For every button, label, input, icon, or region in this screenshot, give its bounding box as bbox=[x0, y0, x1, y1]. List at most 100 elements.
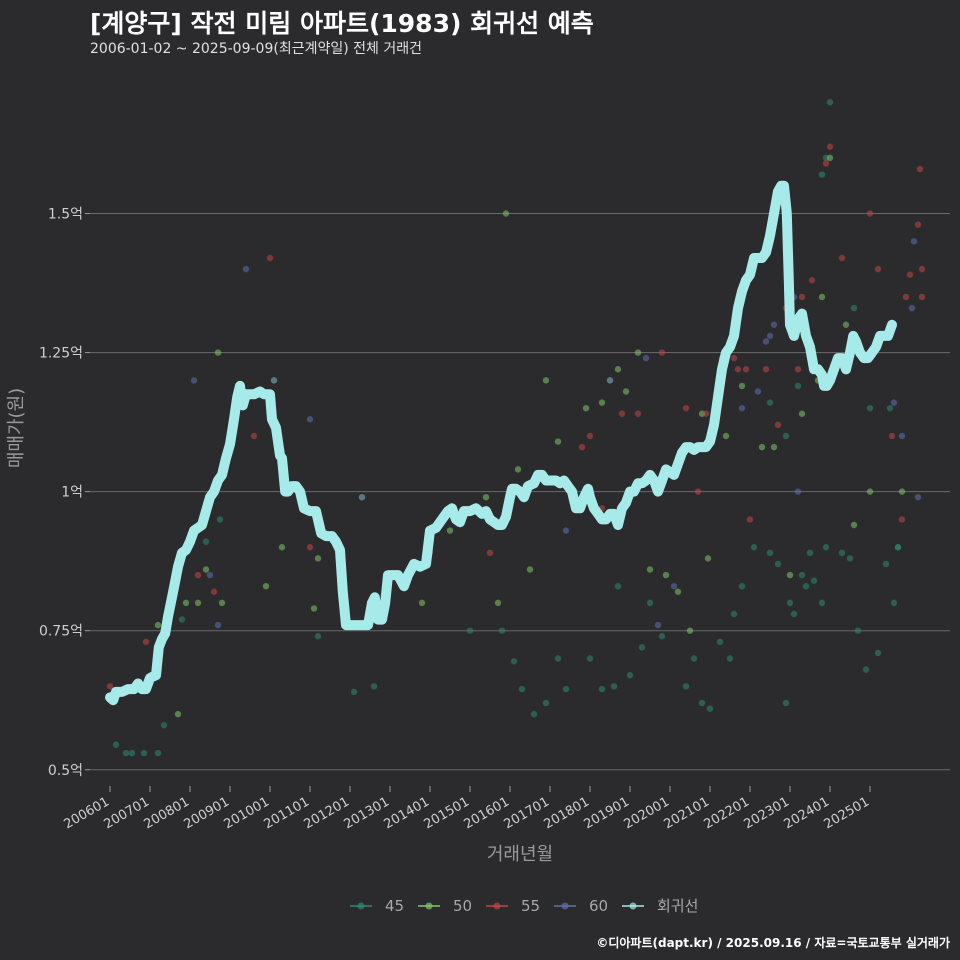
chart-title: [계양구] 작전 미림 아파트(1983) 회귀선 예측 bbox=[90, 9, 594, 38]
data-point-55 bbox=[746, 516, 754, 523]
y-tick-label: 0.5억 bbox=[48, 763, 83, 779]
data-point-60 bbox=[670, 582, 678, 590]
data-point-60 bbox=[890, 399, 898, 406]
data-point-45 bbox=[314, 633, 322, 640]
data-point-60 bbox=[762, 338, 770, 345]
data-point-50 bbox=[554, 438, 562, 445]
data-point-55 bbox=[794, 366, 802, 373]
data-point-50 bbox=[310, 605, 318, 612]
data-point-45 bbox=[498, 627, 506, 634]
data-point-55 bbox=[250, 432, 258, 440]
data-point-45 bbox=[542, 699, 550, 707]
data-point-55 bbox=[210, 588, 218, 595]
data-point-60 bbox=[914, 493, 922, 501]
data-point-50 bbox=[526, 566, 534, 573]
data-point-45 bbox=[774, 560, 782, 568]
data-point-60 bbox=[754, 388, 762, 395]
legend: 45 50 55 60 회귀선 bbox=[350, 897, 698, 915]
data-point-45 bbox=[730, 610, 738, 618]
data-point-50 bbox=[218, 599, 226, 607]
data-point-50 bbox=[614, 366, 622, 373]
regression-line bbox=[105, 180, 897, 706]
data-point-55 bbox=[902, 293, 910, 301]
data-point-55 bbox=[658, 349, 666, 356]
data-point-45 bbox=[782, 432, 790, 440]
data-point-45 bbox=[882, 560, 890, 568]
data-point-45 bbox=[866, 404, 874, 412]
x-tick-label: 201401 bbox=[382, 794, 432, 832]
data-point-45 bbox=[826, 99, 834, 106]
data-point-45 bbox=[794, 382, 802, 390]
data-point-55 bbox=[898, 516, 906, 523]
data-point-45 bbox=[128, 749, 136, 757]
data-point-50 bbox=[686, 627, 694, 634]
x-tick-label: 200901 bbox=[182, 794, 232, 832]
data-point-55 bbox=[762, 366, 770, 373]
legend-key-dot bbox=[425, 902, 433, 910]
x-tick-label: 201101 bbox=[262, 794, 312, 832]
data-point-45 bbox=[530, 710, 538, 718]
data-point-45 bbox=[810, 577, 818, 584]
data-point-60 bbox=[270, 377, 278, 384]
data-point-45 bbox=[626, 671, 634, 679]
data-point-50 bbox=[542, 377, 550, 384]
data-point-45 bbox=[790, 610, 798, 618]
data-point-55 bbox=[798, 293, 806, 301]
data-point-60 bbox=[306, 416, 314, 423]
data-point-45 bbox=[160, 722, 168, 729]
data-point-60 bbox=[242, 265, 250, 273]
data-point-50 bbox=[278, 544, 286, 551]
y-tick-label: 0.75억 bbox=[39, 624, 83, 640]
x-tick-label: 201001 bbox=[222, 794, 272, 832]
data-point-60 bbox=[642, 354, 650, 362]
data-point-50 bbox=[446, 527, 454, 534]
legend-label: 60 bbox=[589, 897, 608, 915]
data-point-50 bbox=[662, 571, 670, 579]
legend-key-dot bbox=[629, 902, 637, 910]
legend-key-dot bbox=[493, 902, 501, 910]
x-tick-label: 200701 bbox=[102, 794, 152, 832]
legend-key-dot bbox=[357, 902, 365, 910]
data-point-55 bbox=[266, 254, 274, 262]
data-point-45 bbox=[854, 627, 862, 634]
data-point-60 bbox=[738, 404, 746, 412]
data-point-55 bbox=[838, 254, 846, 262]
x-axis-title: 거래년월 bbox=[487, 844, 553, 865]
data-point-55 bbox=[916, 165, 924, 173]
data-point-45 bbox=[122, 749, 130, 757]
data-point-45 bbox=[766, 399, 774, 406]
x-tick-label: 201501 bbox=[422, 794, 472, 832]
data-point-55 bbox=[306, 544, 314, 551]
data-point-55 bbox=[874, 265, 882, 273]
data-point-45 bbox=[614, 582, 622, 590]
data-point-55 bbox=[888, 432, 896, 440]
data-point-45 bbox=[586, 655, 594, 662]
x-tick-label: 201301 bbox=[342, 794, 392, 832]
chart-subtitle: 2006-01-02 ~ 2025-09-09(최근계약일) 전체 거래건 bbox=[90, 41, 422, 57]
x-tick-label: 200601 bbox=[62, 794, 112, 832]
x-tick-label: 202201 bbox=[702, 794, 752, 832]
data-point-45 bbox=[818, 599, 826, 607]
data-point-50 bbox=[798, 410, 806, 417]
x-tick-label: 201901 bbox=[582, 794, 632, 832]
data-point-45 bbox=[750, 544, 758, 551]
data-point-50 bbox=[634, 349, 642, 356]
data-point-45 bbox=[658, 633, 666, 640]
data-point-60 bbox=[654, 621, 662, 629]
scatter-points bbox=[106, 99, 926, 757]
x-tick-label: 200801 bbox=[142, 794, 192, 832]
data-point-45 bbox=[646, 599, 654, 607]
data-point-60 bbox=[606, 377, 614, 384]
data-point-45 bbox=[874, 649, 882, 657]
data-point-45 bbox=[140, 749, 148, 757]
data-point-50 bbox=[154, 621, 162, 629]
data-point-55 bbox=[486, 549, 494, 557]
x-tick-label: 201601 bbox=[462, 794, 512, 832]
data-point-50 bbox=[704, 555, 712, 562]
data-point-45 bbox=[562, 685, 570, 693]
data-point-55 bbox=[918, 265, 926, 273]
data-point-50 bbox=[182, 599, 190, 607]
legend-label: 50 bbox=[453, 897, 472, 915]
data-point-50 bbox=[646, 566, 654, 573]
data-point-45 bbox=[598, 685, 606, 693]
